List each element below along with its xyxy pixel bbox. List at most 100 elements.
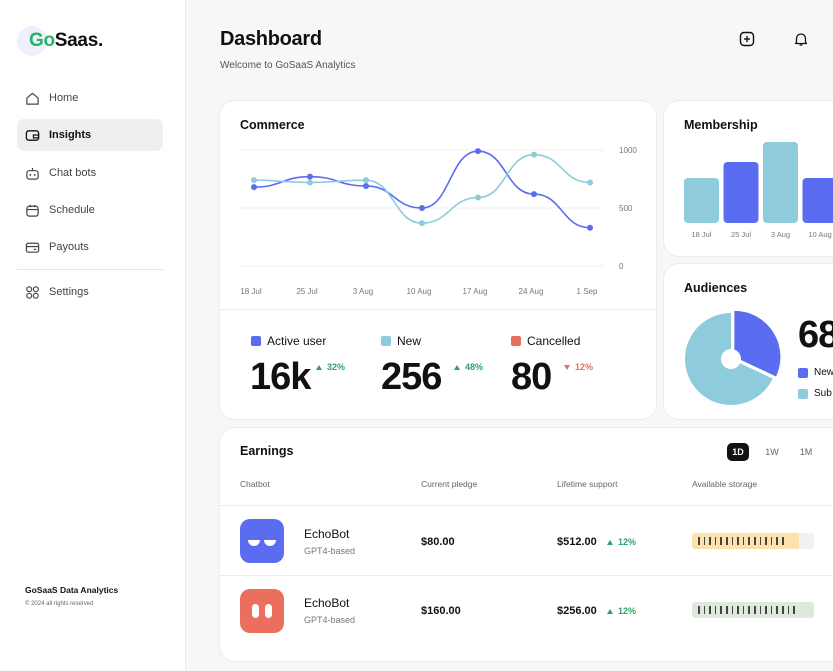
storage-tick <box>731 537 734 545</box>
storage-tick <box>731 606 734 614</box>
storage-tick <box>781 606 784 614</box>
sidebar-item-insights[interactable]: Insights <box>17 119 163 151</box>
storage-tick <box>770 606 773 614</box>
data-point <box>531 151 537 158</box>
data-point <box>419 205 425 211</box>
active-user-value: 16k <box>250 356 311 398</box>
data-point <box>587 224 593 231</box>
legend-cancelled: Cancelled <box>511 334 580 348</box>
logo-text: GoSaas. <box>29 30 103 51</box>
sidebar-item-label: Schedule <box>49 204 95 216</box>
storage-tick <box>720 537 722 545</box>
grid-icon <box>26 285 39 299</box>
data-point <box>363 182 369 189</box>
x-tick-label: 10 Aug <box>808 230 831 239</box>
membership-bar-chart: 18 Jul 25 Jul 3 Aug 10 Aug <box>684 142 833 239</box>
sidebar-item-payouts[interactable]: Payouts <box>17 231 163 263</box>
storage-tick <box>742 537 745 545</box>
bot-model: GPT4-based <box>304 546 356 556</box>
sidebar-item-chat-bots[interactable]: Chat bots <box>17 157 163 189</box>
down-arrow-icon <box>564 364 570 370</box>
data-point <box>475 148 481 155</box>
sidebar-item-label: Home <box>49 92 79 104</box>
storage-tick <box>709 537 711 545</box>
membership-title: Membership <box>684 118 758 132</box>
storage-tick <box>759 537 762 545</box>
period-1m[interactable]: 1M <box>799 447 813 457</box>
x-tick-label: 3 Aug <box>771 230 790 239</box>
support-change: 12% <box>607 606 636 616</box>
page-subtitle: Welcome to GoSaaS Analytics <box>220 60 356 71</box>
storage-bar-fill <box>692 533 800 549</box>
commerce-line-chart: 0 500 1000 18 Jul 25 Jul 3 Aug 10 Aug 17 Aug 24 … <box>240 146 637 296</box>
column-current-pledge: Current pledge <box>421 479 478 489</box>
data-point <box>587 179 593 186</box>
legend-new: New <box>798 367 833 378</box>
storage-tick <box>714 606 717 614</box>
period-1d[interactable]: 1D <box>727 443 749 461</box>
membership-card: Membership 18 Jul 25 Jul 3 Aug 10 Aug <box>663 100 833 257</box>
cancelled-value: 80 <box>511 356 552 398</box>
legend-swatch <box>251 336 261 346</box>
bot-name: EchoBot <box>304 527 350 541</box>
storage-tick <box>793 606 795 614</box>
new-value: 256 <box>381 356 442 398</box>
bar <box>723 162 759 223</box>
sidebar-item-label: Payouts <box>49 241 89 253</box>
storage-ticks <box>698 606 795 614</box>
data-point <box>251 177 257 184</box>
data-point <box>307 179 313 186</box>
storage-tick <box>703 606 706 614</box>
storage-tick <box>748 606 750 614</box>
lifetime-support: $256.00 <box>557 605 597 617</box>
x-tick-label: 17 Aug <box>463 287 488 296</box>
period-1w[interactable]: 1W <box>765 447 779 457</box>
bot-avatar <box>240 519 284 563</box>
bot-icon <box>26 167 39 180</box>
legend-sub: Sub <box>798 388 832 399</box>
bar <box>684 178 719 223</box>
sidebar-item-label: Settings <box>49 286 89 298</box>
storage-tick <box>709 606 711 614</box>
storage-tick <box>737 606 739 614</box>
storage-tick <box>703 537 706 545</box>
series-line-1 <box>253 153 591 224</box>
storage-tick <box>770 537 773 545</box>
storage-tick <box>765 537 767 545</box>
bell-icon[interactable] <box>793 31 809 47</box>
sidebar-divider <box>17 269 163 270</box>
storage-bar-fill <box>692 602 814 618</box>
data-point <box>251 184 257 191</box>
bar <box>763 142 798 223</box>
bot-face-icon <box>248 540 276 546</box>
storage-tick <box>725 537 728 545</box>
x-tick-label: 3 Aug <box>353 287 373 296</box>
logo[interactable]: GoSaas. <box>17 26 117 58</box>
x-tick-label: 18 Jul <box>691 230 711 239</box>
up-arrow-icon <box>607 608 613 614</box>
x-tick-label: 10 Aug <box>407 287 432 296</box>
sidebar-item-settings[interactable]: Settings <box>17 276 163 308</box>
legend-active-user: Active user <box>251 334 326 348</box>
cancelled-change: 12% <box>564 362 593 372</box>
up-arrow-icon <box>316 364 322 370</box>
column-lifetime-support: Lifetime support <box>557 479 618 489</box>
active-user-change: 32% <box>316 362 345 372</box>
sidebar-item-label: Chat bots <box>49 167 97 179</box>
card-icon <box>25 242 40 253</box>
sidebar-item-home[interactable]: Home <box>17 82 163 114</box>
add-icon[interactable] <box>739 31 755 47</box>
sidebar-item-schedule[interactable]: Schedule <box>17 194 163 226</box>
row-divider <box>220 575 832 576</box>
storage-tick <box>698 606 700 614</box>
sidebar-item-label: Insights <box>49 129 92 141</box>
column-chatbot: Chatbot <box>240 479 270 489</box>
storage-tick <box>748 537 750 545</box>
x-tick-label: 1 Sep <box>577 287 598 296</box>
bot-avatar <box>240 589 284 633</box>
pie-slice-new <box>734 310 781 377</box>
storage-tick <box>753 606 756 614</box>
legend-new: New <box>381 334 421 348</box>
storage-tick <box>759 606 762 614</box>
storage-bar <box>692 602 814 618</box>
